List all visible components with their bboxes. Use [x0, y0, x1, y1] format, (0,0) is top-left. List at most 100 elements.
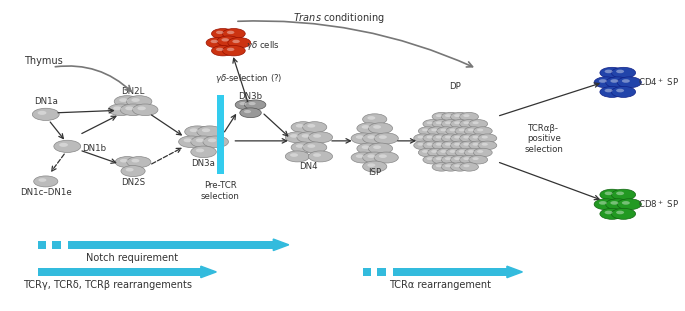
Text: ISP: ISP — [368, 168, 382, 177]
Circle shape — [296, 144, 303, 148]
Circle shape — [463, 114, 469, 117]
Circle shape — [119, 98, 127, 102]
Circle shape — [454, 165, 460, 167]
Circle shape — [362, 161, 387, 172]
Circle shape — [308, 124, 315, 128]
Circle shape — [34, 176, 58, 187]
Circle shape — [202, 128, 210, 132]
Circle shape — [445, 136, 451, 138]
Circle shape — [313, 134, 321, 138]
Bar — [377, 268, 386, 276]
Circle shape — [454, 143, 460, 146]
Bar — [38, 268, 201, 276]
Circle shape — [432, 141, 451, 150]
Circle shape — [460, 141, 478, 150]
Circle shape — [610, 79, 619, 83]
Circle shape — [132, 104, 158, 116]
Bar — [68, 241, 273, 248]
Circle shape — [373, 145, 381, 149]
Circle shape — [113, 106, 121, 110]
Circle shape — [239, 102, 247, 105]
Circle shape — [427, 143, 433, 146]
Circle shape — [217, 36, 240, 46]
Circle shape — [600, 86, 624, 97]
Circle shape — [245, 100, 266, 110]
Circle shape — [445, 157, 451, 160]
Circle shape — [440, 150, 447, 153]
Circle shape — [379, 135, 387, 139]
Circle shape — [451, 120, 469, 128]
Circle shape — [606, 199, 630, 210]
Circle shape — [463, 136, 469, 138]
Circle shape — [463, 157, 469, 160]
Text: Pre-TCR
selection: Pre-TCR selection — [201, 181, 240, 201]
Circle shape — [437, 148, 456, 157]
Circle shape — [432, 113, 451, 121]
Circle shape — [228, 38, 251, 48]
Circle shape — [445, 143, 451, 146]
Circle shape — [473, 143, 479, 146]
Circle shape — [291, 142, 315, 153]
Circle shape — [196, 149, 204, 152]
Circle shape — [208, 138, 216, 142]
Circle shape — [367, 135, 375, 139]
Circle shape — [431, 128, 438, 131]
Circle shape — [179, 136, 204, 148]
Circle shape — [441, 113, 460, 121]
Circle shape — [351, 152, 375, 163]
Circle shape — [460, 134, 478, 142]
Circle shape — [460, 113, 478, 121]
Circle shape — [121, 165, 145, 177]
Circle shape — [454, 121, 460, 124]
Circle shape — [612, 67, 636, 78]
Circle shape — [617, 199, 641, 210]
Circle shape — [132, 98, 140, 102]
Text: Thymus: Thymus — [23, 56, 62, 66]
Circle shape — [482, 136, 488, 138]
Circle shape — [357, 123, 381, 134]
Circle shape — [616, 89, 624, 92]
Circle shape — [362, 133, 387, 144]
Circle shape — [356, 135, 364, 139]
Circle shape — [454, 136, 460, 138]
Circle shape — [605, 211, 612, 214]
Circle shape — [436, 157, 442, 160]
Circle shape — [227, 48, 234, 51]
Polygon shape — [507, 266, 523, 278]
Circle shape — [622, 79, 630, 83]
Circle shape — [612, 86, 636, 97]
Text: $\gamma\delta$-selection (?): $\gamma\delta$-selection (?) — [215, 72, 282, 86]
Circle shape — [441, 120, 460, 128]
Circle shape — [463, 121, 469, 124]
Circle shape — [599, 201, 607, 205]
Circle shape — [605, 70, 612, 73]
Circle shape — [445, 121, 451, 124]
Circle shape — [616, 192, 624, 195]
Circle shape — [417, 136, 423, 138]
Circle shape — [59, 143, 68, 147]
Circle shape — [451, 141, 469, 150]
Circle shape — [185, 126, 210, 137]
Circle shape — [449, 150, 456, 153]
Circle shape — [227, 31, 234, 34]
Circle shape — [223, 45, 245, 56]
Circle shape — [54, 140, 81, 152]
Text: DN2S: DN2S — [121, 178, 145, 187]
Circle shape — [449, 128, 456, 131]
Circle shape — [419, 127, 437, 135]
Circle shape — [469, 120, 488, 128]
Polygon shape — [201, 266, 216, 278]
Circle shape — [469, 156, 488, 164]
Circle shape — [427, 136, 433, 138]
Circle shape — [441, 163, 460, 171]
Circle shape — [422, 128, 428, 131]
Circle shape — [206, 38, 229, 48]
Text: $\it{Trans}$ conditioning: $\it{Trans}$ conditioning — [293, 11, 385, 25]
Circle shape — [297, 132, 321, 143]
Circle shape — [469, 134, 488, 142]
Circle shape — [235, 100, 257, 110]
Circle shape — [212, 45, 234, 56]
Circle shape — [286, 151, 310, 162]
Circle shape — [469, 141, 488, 150]
Circle shape — [196, 138, 204, 142]
